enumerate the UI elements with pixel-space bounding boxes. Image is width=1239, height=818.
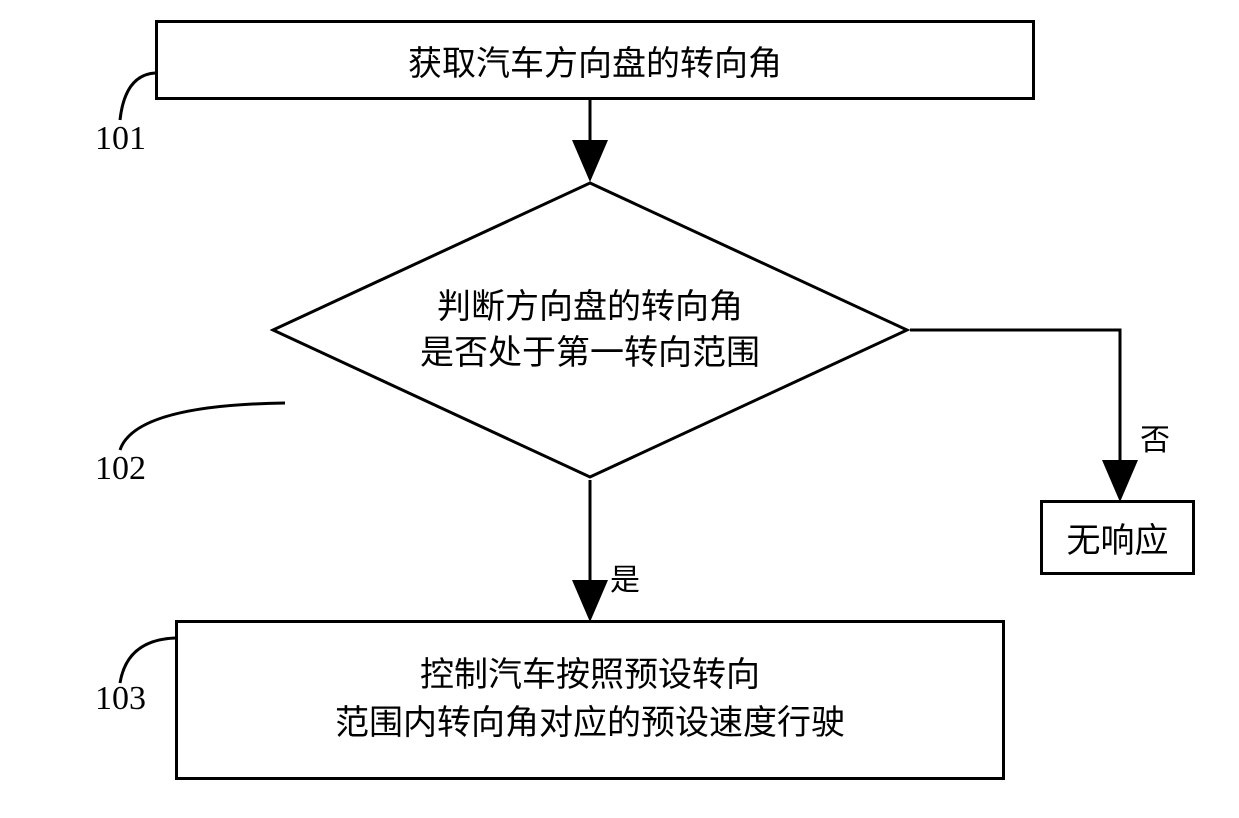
step1-text: 获取汽车方向盘的转向角 — [408, 36, 782, 85]
process-step1: 获取汽车方向盘的转向角 — [155, 20, 1035, 100]
decision-text: 判断方向盘的转向角 是否处于第一转向范围 — [270, 285, 910, 377]
decision-node: 判断方向盘的转向角 是否处于第一转向范围 — [270, 180, 910, 480]
process-no-response: 无响应 — [1040, 500, 1195, 575]
flowchart-container: 获取汽车方向盘的转向角 101 判断方向盘的转向角 是否处于第一转向范围 102… — [0, 0, 1239, 818]
step3-text-line1: 控制汽车按照预设转向 — [420, 652, 760, 700]
process-step3: 控制汽车按照预设转向 范围内转向角对应的预设速度行驶 — [175, 620, 1005, 780]
decision-label: 102 — [95, 450, 146, 488]
edge-no-label: 否 — [1140, 415, 1170, 459]
no-response-text: 无响应 — [1067, 513, 1169, 562]
step3-label: 103 — [95, 680, 146, 718]
edge-yes-label: 是 — [610, 555, 640, 599]
step3-text-line2: 范围内转向角对应的预设速度行驶 — [335, 700, 845, 748]
step1-label: 101 — [95, 120, 146, 158]
